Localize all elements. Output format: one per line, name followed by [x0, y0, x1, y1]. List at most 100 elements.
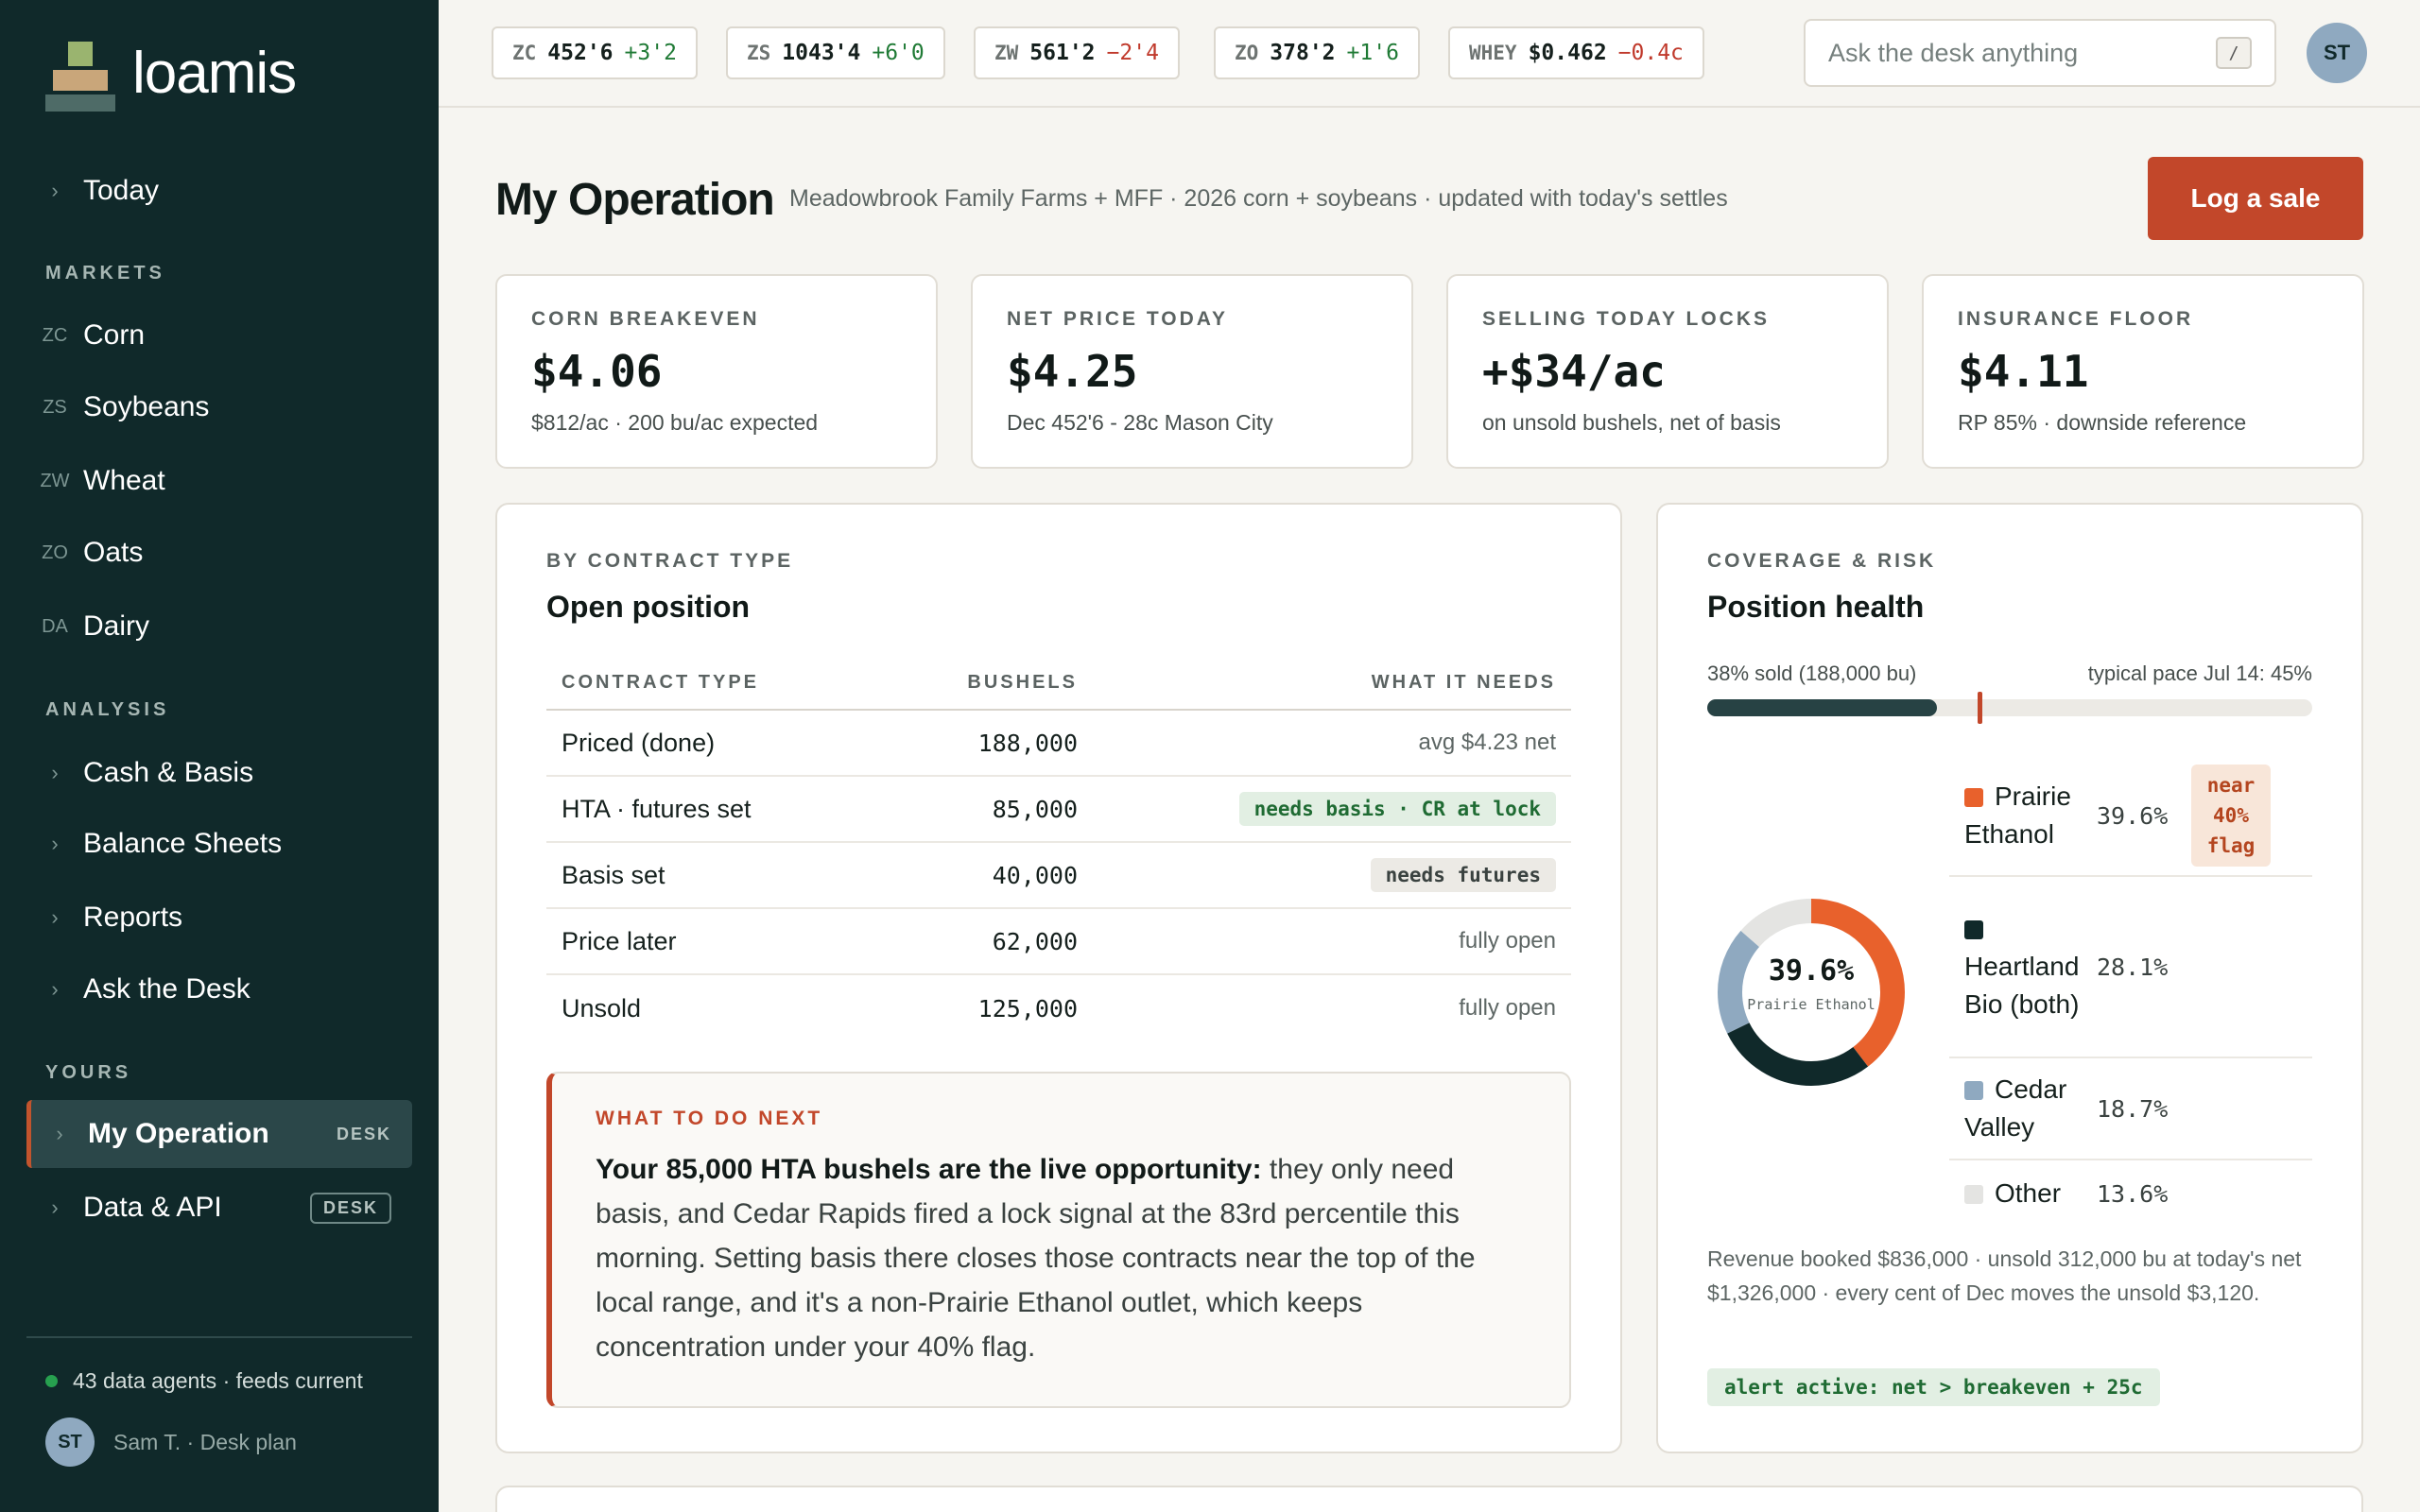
chevron-right-icon: › — [51, 905, 59, 929]
ticker-symbol: ZC — [512, 42, 537, 64]
kpi-value: $4.06 — [531, 346, 663, 397]
keyboard-shortcut-icon: / — [2216, 37, 2252, 69]
kpi-card-net-price: NET PRICE TODAY $4.25 Dec 452'6 - 28c Ma… — [971, 274, 1413, 469]
ticker-change: +1'6 — [1346, 41, 1399, 65]
nav-item-dairy[interactable]: DA Dairy — [26, 593, 412, 661]
buyer-name: Prairie Ethanol — [1964, 782, 2071, 849]
nav-item-data-api[interactable]: › Data & API DESK — [26, 1174, 412, 1242]
log-sale-button[interactable]: Log a sale — [2148, 157, 2363, 240]
needs-text: fully open — [1459, 995, 1556, 1021]
ticker-change: +3'2 — [624, 41, 677, 65]
buyer-row-heartland-bio[interactable]: Heartland Bio (both) 28.1% — [1949, 877, 2312, 1058]
nav-item-reports[interactable]: › Reports — [26, 884, 412, 952]
page-title: My Operation — [495, 175, 775, 225]
ticker-change: −0.4c — [1617, 41, 1684, 65]
page-subtitle: Meadowbrook Family Farms + MFF · 2026 co… — [789, 185, 1728, 212]
nav-item-corn[interactable]: ZC Corn — [26, 301, 412, 369]
nav-label: Wheat — [83, 465, 165, 496]
ticker-zs[interactable]: ZS 1043'4 +6'0 — [726, 26, 945, 79]
market-code: ZC — [42, 324, 68, 346]
donut-segment-2 — [1718, 899, 1905, 1086]
buyer-row-prairie-ethanol[interactable]: Prairie Ethanol 39.6% near 40% flag — [1949, 756, 2312, 877]
nav-label: My Operation — [88, 1118, 269, 1149]
contract-type: Unsold — [562, 993, 642, 1022]
buyer-row-other[interactable]: Other 13.6% — [1949, 1160, 2312, 1227]
alert-badge[interactable]: alert active: net > breakeven + 25c — [1707, 1368, 2160, 1406]
nav-label: Reports — [83, 902, 183, 933]
contract-type: Priced (done) — [562, 728, 716, 757]
buyer-row-cedar-valley[interactable]: Cedar Valley 18.7% — [1949, 1058, 2312, 1160]
bushels: 188,000 — [977, 729, 1078, 757]
kpi-card-insurance-floor: INSURANCE FLOOR $4.11 RP 85% · downside … — [1922, 274, 2364, 469]
nav-item-cash-basis[interactable]: › Cash & Basis — [26, 739, 412, 807]
contract-type: HTA · futures set — [562, 794, 752, 823]
kpi-sub: RP 85% · downside reference — [1958, 410, 2247, 435]
buyer-name: Heartland Bio (both) — [1949, 910, 2097, 1023]
table-row[interactable]: Unsold 125,000 fully open — [546, 975, 1571, 1041]
bushels: 85,000 — [992, 795, 1078, 823]
nav-item-balance-sheets[interactable]: › Balance Sheets — [26, 810, 412, 878]
concentration-donut-chart — [1718, 899, 1905, 1086]
avatar[interactable]: ST — [2307, 23, 2367, 83]
swatch-icon — [1964, 1081, 1983, 1100]
nav-item-ask-the-desk[interactable]: › Ask the Desk — [26, 955, 412, 1023]
analysis-heading: ANALYSIS — [45, 699, 170, 720]
agents-status-text: 43 data agents · feeds current — [73, 1368, 363, 1393]
panel-title: Position health — [1707, 590, 1925, 624]
buyer-share: 13.6% — [2097, 1179, 2169, 1208]
kpi-value: $4.11 — [1958, 346, 2089, 397]
bushels: 62,000 — [992, 927, 1078, 955]
bushels: 40,000 — [992, 861, 1078, 889]
nav-item-wheat[interactable]: ZW Wheat — [26, 447, 412, 515]
market-code: ZO — [42, 541, 68, 563]
user-profile[interactable]: ST Sam T. · Desk plan — [45, 1418, 297, 1467]
next-panel — [495, 1486, 2363, 1512]
chevron-right-icon: › — [51, 179, 59, 202]
nav-item-soybeans[interactable]: ZS Soybeans — [26, 373, 412, 441]
ticker-price: 452'6 — [547, 41, 614, 65]
panel-title: Open position — [546, 590, 751, 624]
ticker-zo[interactable]: ZO 378'2 +1'6 — [1214, 26, 1420, 79]
needs-text: fully open — [1459, 928, 1556, 954]
table-row[interactable]: Price later 62,000 fully open — [546, 909, 1571, 975]
ticker-whey[interactable]: WHEY $0.462 −0.4c — [1448, 26, 1704, 79]
pace-marker — [1978, 692, 1982, 724]
desk-badge: DESK — [336, 1124, 391, 1143]
table-row[interactable]: Basis set 40,000 needs futures — [546, 843, 1571, 909]
sidebar: loamis › Today MARKETS ZC Corn ZS Soybea… — [0, 0, 439, 1512]
market-code: ZS — [43, 396, 67, 418]
ticker-zc[interactable]: ZC 452'6 +3'2 — [492, 26, 698, 79]
table-row[interactable]: HTA · futures set 85,000 needs basis · C… — [546, 777, 1571, 843]
callout-lead: Your 85,000 HTA bushels are the live opp… — [596, 1154, 1262, 1185]
kpi-sub: on unsold bushels, net of basis — [1482, 410, 1781, 435]
agents-status: 43 data agents · feeds current — [45, 1368, 363, 1394]
buyer-share: 18.7% — [2097, 1094, 2169, 1123]
nav-item-oats[interactable]: ZO Oats — [26, 519, 412, 587]
needs-text: avg $4.23 net — [1418, 730, 1556, 755]
ticker-price: 378'2 — [1270, 41, 1336, 65]
ticker-zw[interactable]: ZW 561'2 −2'4 — [974, 26, 1180, 79]
ticker-symbol: ZW — [994, 42, 1019, 64]
nav-label: Soybeans — [83, 391, 210, 422]
ticker-price: 1043'4 — [782, 41, 861, 65]
open-position-table: CONTRACT TYPE BUSHELS WHAT IT NEEDS Pric… — [546, 656, 1571, 1041]
ticker-price: 561'2 — [1029, 41, 1096, 65]
ticker-change: −2'4 — [1106, 41, 1159, 65]
needs-badge: needs futures — [1370, 858, 1556, 892]
callout-label: WHAT TO DO NEXT — [596, 1108, 823, 1129]
nav-item-today[interactable]: › Today — [26, 157, 412, 225]
buyer-share: 39.6% — [2097, 801, 2169, 830]
contract-type: Price later — [562, 926, 677, 955]
needs-badge: needs basis · CR at lock — [1238, 792, 1556, 826]
user-label: Sam T. · Desk plan — [113, 1429, 297, 1454]
kpi-label: INSURANCE FLOOR — [1958, 308, 2194, 330]
table-row[interactable]: Priced (done) 188,000 avg $4.23 net — [546, 711, 1571, 777]
buyer-name: Other — [1949, 1175, 2097, 1212]
search-input[interactable]: Ask the desk anything / — [1804, 19, 2276, 87]
nav-item-my-operation[interactable]: › My Operation DESK — [26, 1100, 412, 1168]
status-dot-icon — [45, 1375, 58, 1387]
ticker-change: +6'0 — [872, 41, 925, 65]
brand-logo[interactable]: loamis — [45, 38, 297, 113]
markets-heading: MARKETS — [45, 263, 165, 284]
kpi-value: $4.25 — [1007, 346, 1138, 397]
